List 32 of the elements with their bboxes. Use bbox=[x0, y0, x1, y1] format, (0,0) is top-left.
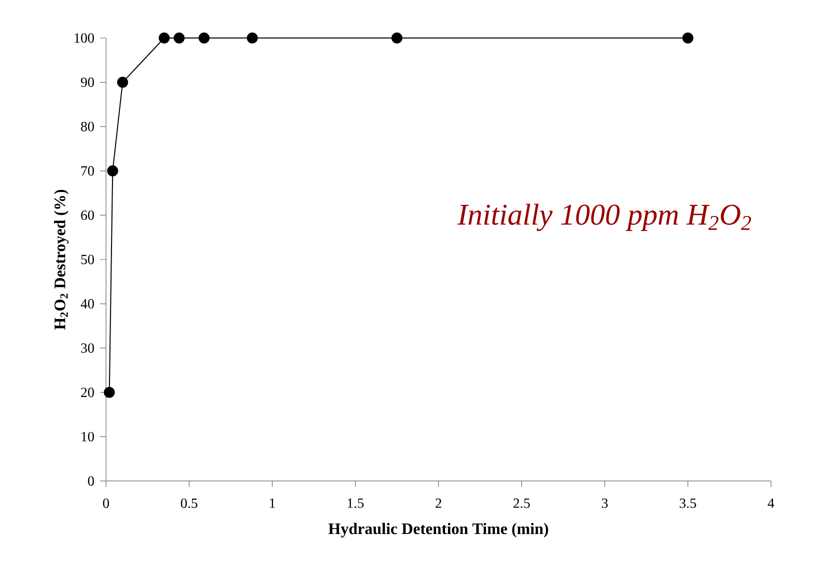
x-tick-label: 2 bbox=[436, 498, 442, 508]
y-tick-label: 40 bbox=[80, 299, 94, 309]
y-tick-label: 60 bbox=[81, 210, 94, 220]
x-tick-label: 2.5 bbox=[513, 498, 530, 508]
point bbox=[246, 32, 258, 44]
point bbox=[682, 32, 694, 44]
x-tick-label: 0.5 bbox=[180, 498, 198, 508]
point bbox=[117, 76, 128, 88]
y-tick-label: 0 bbox=[88, 476, 94, 486]
y-tick-label: 10 bbox=[82, 432, 94, 442]
y-tick-label: 80 bbox=[81, 122, 94, 132]
point bbox=[198, 32, 210, 44]
point bbox=[104, 386, 115, 398]
x-axis-title: Hydraulic Detention Time (min) bbox=[328, 522, 548, 538]
point bbox=[158, 32, 170, 44]
y-tick-label: 100 bbox=[74, 33, 94, 43]
x-tick-label: 3.5 bbox=[680, 498, 696, 508]
point bbox=[391, 32, 402, 44]
y-tick-label: 70 bbox=[81, 166, 94, 176]
x-tick-label: 4 bbox=[768, 498, 774, 508]
point bbox=[174, 32, 185, 44]
x-tick-label: 0 bbox=[103, 498, 109, 508]
y-tick-label: 30 bbox=[81, 343, 94, 353]
x-tick-label: 1 bbox=[270, 498, 275, 508]
x-tick-label: 3 bbox=[602, 498, 608, 508]
y-axis-title: H$_{2}$O$_{2}$ Destroyed (%) bbox=[54, 190, 69, 330]
y-tick-label: 50 bbox=[81, 254, 94, 264]
y-tick-label: 90 bbox=[80, 78, 94, 88]
point bbox=[107, 165, 118, 176]
annotation: Initially 1000 ppm H$_{2}$O$_{2}$ bbox=[457, 204, 752, 232]
y-tick-label: 20 bbox=[81, 388, 94, 398]
x-tick-label: 1.5 bbox=[348, 498, 364, 508]
